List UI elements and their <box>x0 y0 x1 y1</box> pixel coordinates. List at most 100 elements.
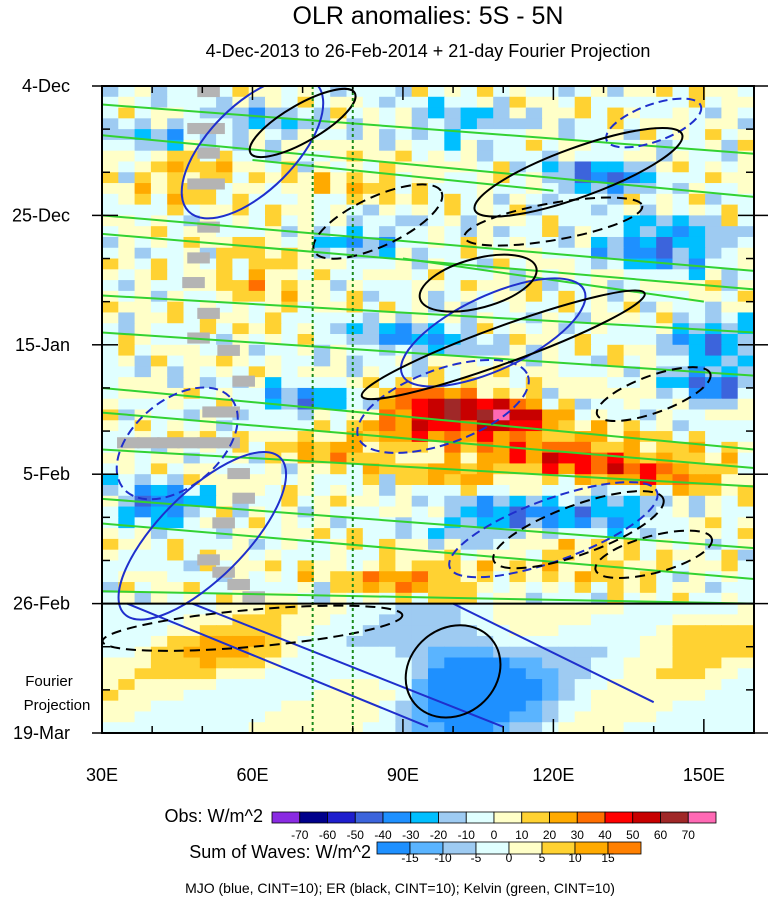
field-cell <box>542 571 559 583</box>
field-cell <box>428 355 445 367</box>
field-cell <box>558 398 576 411</box>
field-cell <box>525 603 543 615</box>
field-cell <box>639 560 657 572</box>
field-cell <box>102 495 119 508</box>
field-cell <box>134 118 152 130</box>
field-cell <box>656 625 674 637</box>
field-cell <box>411 420 429 432</box>
field-cell <box>558 420 576 432</box>
field-cell <box>444 161 462 173</box>
field-cell <box>411 689 429 702</box>
field-cell <box>199 269 217 281</box>
field-cell <box>102 96 119 109</box>
field-cell <box>656 236 674 249</box>
field-cell <box>297 172 315 184</box>
field-cell <box>330 625 348 637</box>
field-cell <box>607 258 625 270</box>
field-cell <box>721 312 739 324</box>
field-cell <box>411 377 429 389</box>
field-cell <box>297 183 315 195</box>
field-cell <box>476 603 494 615</box>
field-cell <box>542 398 559 411</box>
colorbar-tick-label: 70 <box>682 828 696 842</box>
field-cell <box>297 334 315 346</box>
field-cell <box>705 96 722 109</box>
field-cell <box>542 409 559 421</box>
field-cell <box>623 571 641 583</box>
field-cell <box>167 614 185 626</box>
field-cell <box>639 700 657 713</box>
field-cell <box>150 711 168 723</box>
field-cell <box>297 247 315 260</box>
field-cell <box>639 129 657 141</box>
field-cell <box>118 603 136 615</box>
field-cell <box>199 161 217 173</box>
field-cell <box>493 107 511 119</box>
field-cell <box>265 172 282 184</box>
field-cell <box>623 290 641 303</box>
field-cell <box>248 463 266 475</box>
field-cell <box>248 560 266 572</box>
field-cell <box>737 204 754 216</box>
field-cell <box>134 334 152 346</box>
field-cell <box>411 247 429 260</box>
field-cell <box>444 452 462 465</box>
field-cell <box>183 344 201 357</box>
field-cell <box>672 431 690 443</box>
field-cell <box>721 495 739 508</box>
field-cell <box>346 269 364 281</box>
field-cell <box>134 323 152 335</box>
field-cell <box>118 215 136 227</box>
field-cell <box>232 301 250 314</box>
field-cell <box>281 129 299 141</box>
field-cell <box>542 582 559 594</box>
field-cell <box>134 625 152 637</box>
field-cell <box>281 571 299 583</box>
field-cell <box>167 463 185 475</box>
field-cell <box>721 625 739 637</box>
field-cell <box>558 344 576 357</box>
field-cell <box>656 172 674 184</box>
field-cell <box>118 657 136 669</box>
field-cell <box>737 107 754 119</box>
field-cell <box>362 614 380 626</box>
field-cell <box>134 355 152 367</box>
field-cell <box>493 711 511 723</box>
field-cell <box>330 398 348 411</box>
field-cell <box>150 204 168 216</box>
field-cell <box>411 722 429 733</box>
field-cell <box>574 431 592 443</box>
field-cell <box>672 571 690 583</box>
field-cell <box>167 129 185 141</box>
field-cell <box>623 582 641 594</box>
field-cell <box>737 193 754 206</box>
field-cell <box>509 236 527 249</box>
field-cell <box>558 377 576 389</box>
field-cell <box>476 582 494 594</box>
field-cell <box>330 679 348 691</box>
field-cell <box>248 387 266 400</box>
field-cell <box>232 711 250 723</box>
field-cell <box>102 700 119 713</box>
field-cell <box>150 646 168 659</box>
er-contour <box>594 529 714 580</box>
field-cell <box>721 118 739 130</box>
field-cell <box>102 107 119 119</box>
field-cell <box>216 679 233 691</box>
field-cell <box>167 323 185 335</box>
field-cell <box>525 226 543 238</box>
field-cell <box>623 280 641 292</box>
field-cell <box>313 236 331 249</box>
field-cell <box>623 334 641 346</box>
field-cell <box>150 129 168 141</box>
field-cell <box>411 183 429 195</box>
field-cell <box>591 722 608 733</box>
field-cell <box>102 538 119 551</box>
field-cell <box>167 150 185 163</box>
missing-cell <box>187 178 210 190</box>
field-cell <box>705 409 722 421</box>
field-cell <box>428 312 445 324</box>
field-cell <box>216 506 233 518</box>
field-cell <box>281 161 299 173</box>
field-cell <box>297 668 315 680</box>
